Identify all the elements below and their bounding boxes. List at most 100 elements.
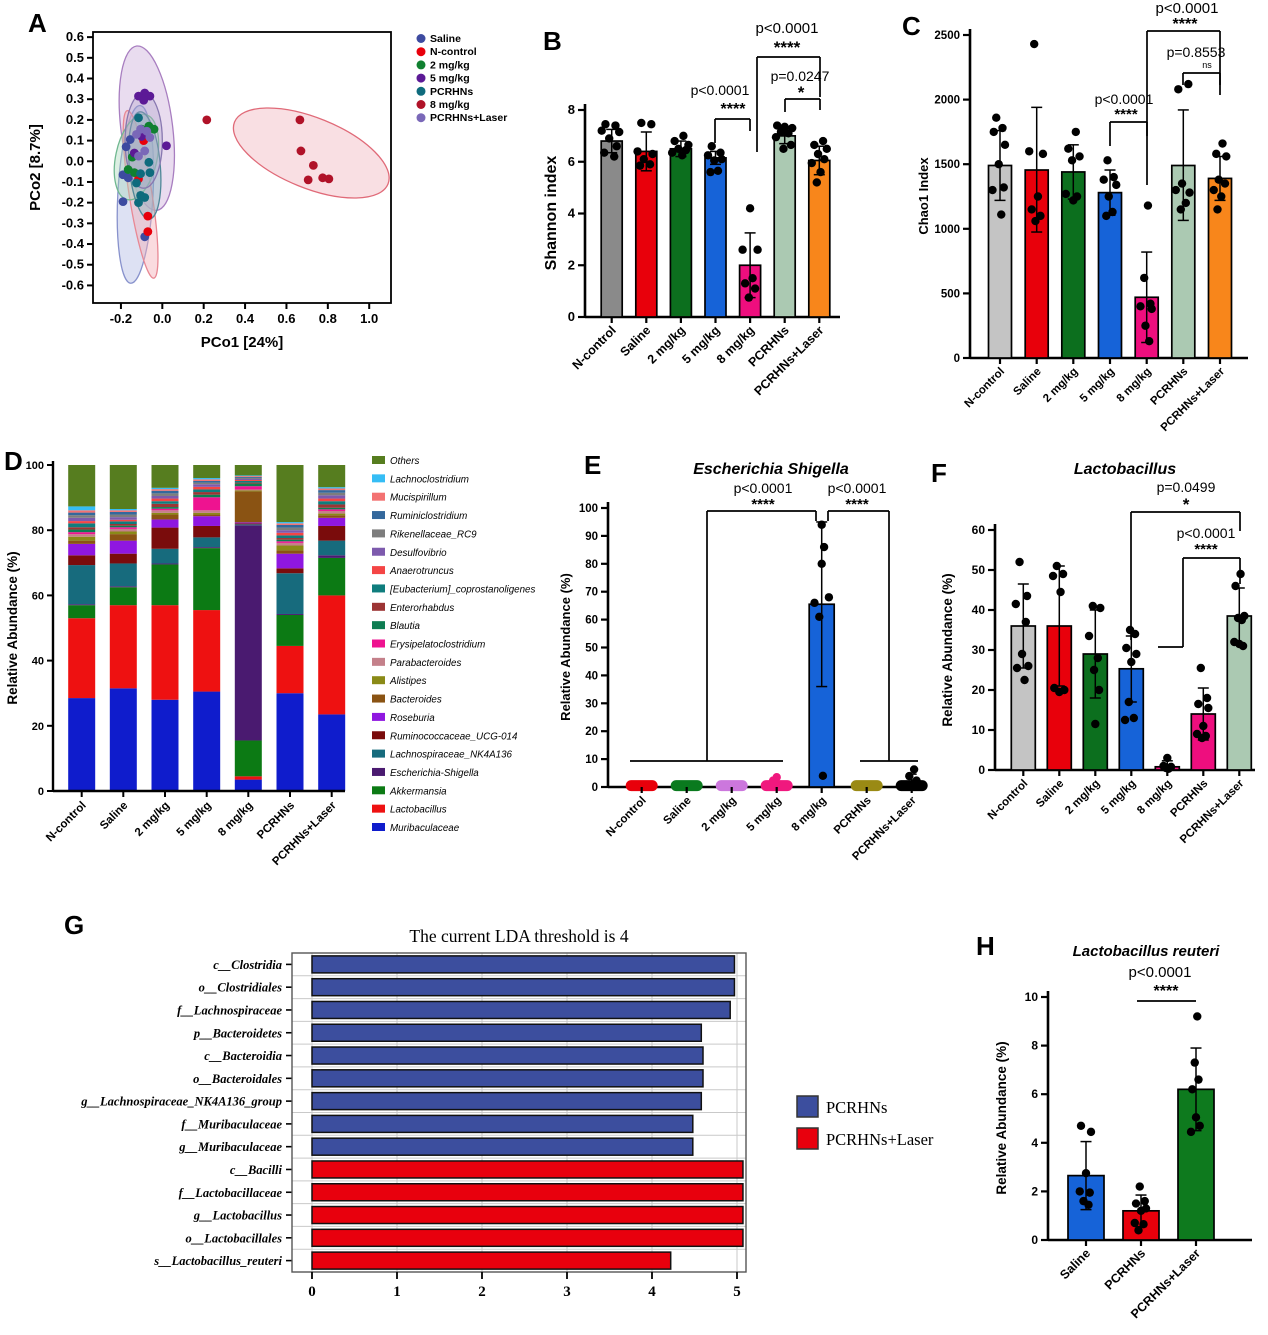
data-point xyxy=(717,154,726,164)
stack-segment-Lactobacillus xyxy=(109,605,137,689)
stack-segment-Lachnospiraceae_NK4A136 xyxy=(234,524,262,526)
bar-Saline xyxy=(634,150,658,318)
sig-label: p=0.8553 xyxy=(1167,44,1226,60)
legend-swatch-Roseburia xyxy=(372,712,385,721)
sig-label: p<0.0001 xyxy=(828,480,887,496)
y-tick-label: -0.2 xyxy=(62,195,84,210)
scatter-point-PCRHNs xyxy=(136,169,145,179)
scatter-point-PCRHNs xyxy=(134,198,143,208)
stack-segment-Enterorhabdus xyxy=(276,538,304,540)
scatter-point-5 mg/kg xyxy=(145,91,155,101)
near-zero-cluster-5 mg/kg xyxy=(760,780,793,792)
stack-segment-Desulfovibrio xyxy=(68,517,96,522)
scatter-point-2 mg/kg xyxy=(149,124,159,134)
stack-segment-Akkermansia xyxy=(193,548,221,611)
y-tick-label: 8 xyxy=(568,102,575,117)
data-point xyxy=(822,144,831,154)
sig-label: * xyxy=(1183,495,1190,514)
x-category-label: 2 mg/kg xyxy=(700,795,739,834)
data-point xyxy=(817,559,826,568)
legend-label: Muribaculaceae xyxy=(390,823,460,834)
stack-segment-Desulfovibrio xyxy=(151,495,179,499)
sig-label: p<0.0001 xyxy=(1177,525,1236,541)
data-point xyxy=(1194,699,1203,709)
data-point xyxy=(1031,216,1040,226)
bar-2 mg/kg xyxy=(669,147,693,318)
panel-letter-f: F xyxy=(931,458,947,488)
data-point xyxy=(1061,189,1071,199)
y-tick-label: 10 xyxy=(585,754,598,766)
data-point xyxy=(1058,569,1068,579)
lda-bar-s__Lactobacillus_reuteri xyxy=(311,1251,672,1270)
panel-letter-h: H xyxy=(976,931,995,961)
stack-segment-Ruminiclostridium xyxy=(151,490,179,494)
near-zero-cluster-N-control xyxy=(625,780,658,792)
legend-label: N-control xyxy=(430,46,477,58)
y-tick-label: -0.6 xyxy=(62,277,84,292)
x-category-label: Saline xyxy=(1057,1246,1093,1282)
data-point xyxy=(1055,687,1064,697)
lda-bar-g__Muribaculaceae xyxy=(311,1137,694,1156)
stack-segment-Blautia xyxy=(151,507,179,509)
sig-label: ns xyxy=(1202,60,1212,70)
stack-segment-Roseburia xyxy=(234,522,262,524)
legend-label: PCRHNs+Laser xyxy=(826,1130,934,1149)
x-category-label: Saline xyxy=(661,795,693,827)
data-point xyxy=(1136,1206,1146,1216)
sig-label: **** xyxy=(1154,983,1180,1000)
stack-segment-Lachnospiraceae_NK4A136 xyxy=(109,563,137,587)
stack-segment-Bacteroides xyxy=(276,550,304,554)
x-tick-label: 2 xyxy=(478,1284,486,1300)
stack-segment-Ruminococcaceae_UCG-014 xyxy=(151,527,179,549)
stack-segment-[Eubacterium]_coprostanoligenes xyxy=(193,489,221,493)
x-category-label: PCRHNs xyxy=(832,795,874,837)
data-point xyxy=(610,152,619,161)
data-point xyxy=(1036,211,1045,221)
legend-label: Anaerotruncus xyxy=(389,566,454,577)
scatter-point-PCRHNs xyxy=(132,178,141,188)
stack-segment-Others xyxy=(318,465,346,488)
data-point xyxy=(601,120,610,129)
y-tick-label: -0.4 xyxy=(62,236,85,251)
data-point xyxy=(1193,1012,1202,1021)
legend-swatch-PCRHNs+Laser xyxy=(796,1127,819,1150)
scatter-point-PCRHNs xyxy=(144,157,154,167)
x-tick-label: 3 xyxy=(563,1284,571,1300)
stack-segment-Bacteroides xyxy=(109,534,137,541)
data-point xyxy=(1085,1188,1094,1197)
stack-segment-Anaerotruncus xyxy=(109,519,137,522)
taxon-label: c__Bacilli xyxy=(230,1163,283,1177)
x-category-label: 5 mg/kg xyxy=(1099,778,1138,817)
stack-segment-Lachnoclostridium xyxy=(68,506,96,511)
y-tick-label: 50 xyxy=(972,563,986,577)
stack-segment-Lachnoclostridium xyxy=(151,487,179,490)
near-zero-cluster-2 mg/kg xyxy=(715,780,748,792)
stack-segment-Erysipelatoclostridium xyxy=(276,541,304,543)
stack-segment-Erysipelatoclostridium xyxy=(318,509,346,511)
data-point xyxy=(773,121,782,130)
stack-segment-Rikenellaceae_RC9 xyxy=(193,482,221,485)
stack-segment-Muribaculaceae xyxy=(193,691,221,791)
legend-label: Alistipes xyxy=(389,676,427,687)
y-tick-label: 0 xyxy=(1031,1233,1038,1247)
x-category-label: Saline xyxy=(1034,778,1066,810)
stack-segment-[Eubacterium]_coprostanoligenes xyxy=(318,501,346,505)
stack-segment-Mucispirillum xyxy=(109,510,137,512)
stack-segment-Parabacteroides xyxy=(151,510,179,513)
data-point xyxy=(1089,665,1099,675)
y-tick-label: 2 xyxy=(1031,1184,1038,1198)
data-point xyxy=(776,127,786,137)
x-tick-label: 1.0 xyxy=(360,311,378,326)
stack-segment-Roseburia xyxy=(109,540,137,554)
stack-segment-Mucispirillum xyxy=(151,489,179,491)
data-point xyxy=(1212,149,1221,159)
data-point xyxy=(1132,649,1141,659)
taxon-label: f__Muribaculaceae xyxy=(181,1117,282,1131)
sig-label: **** xyxy=(774,38,801,57)
stack-segment-Ruminiclostridium xyxy=(276,524,304,528)
stack-segment-Bacteroides xyxy=(68,540,96,544)
data-point xyxy=(1136,302,1145,311)
y-tick-label: 500 xyxy=(941,288,960,300)
data-point xyxy=(1094,685,1104,695)
data-point xyxy=(1071,127,1081,137)
